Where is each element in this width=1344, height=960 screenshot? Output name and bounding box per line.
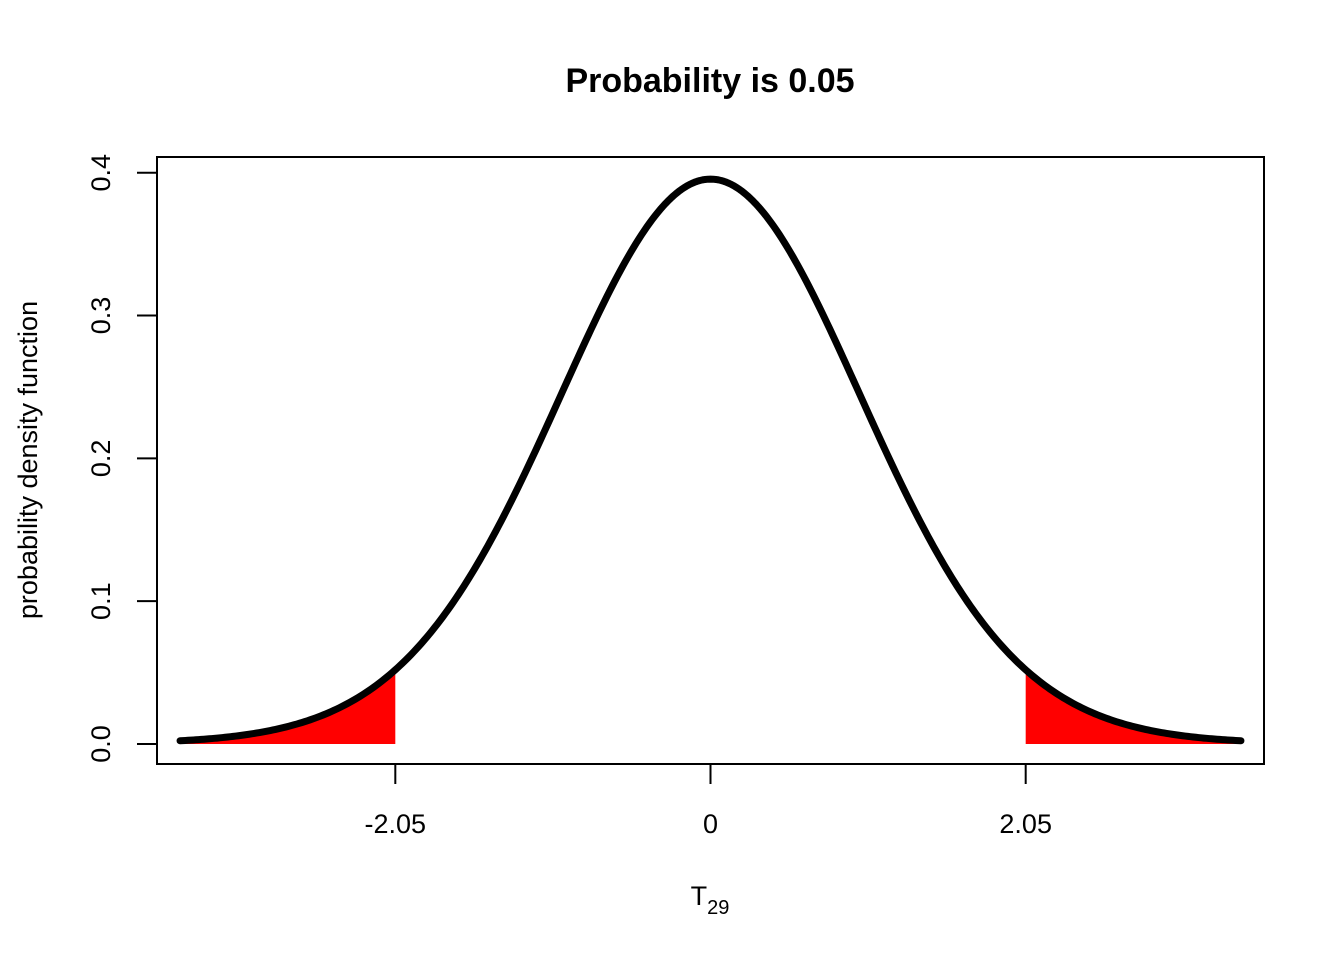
- y-tick-label: 0.1: [86, 582, 116, 620]
- y-tick-label: 0.0: [86, 725, 116, 763]
- y-axis: 0.0 0.1 0.2 0.3 0.4: [86, 154, 158, 763]
- shaded-region-left: [180, 669, 396, 744]
- y-tick-label: 0.2: [86, 440, 116, 478]
- y-axis-label: probability density function: [13, 301, 43, 619]
- x-tick-label: 2.05: [999, 809, 1052, 839]
- shaded-region-right: [1025, 669, 1241, 744]
- y-tick-label: 0.3: [86, 297, 116, 335]
- x-axis-label-subscript: 29: [707, 897, 729, 919]
- chart-title: Probability is 0.05: [565, 62, 854, 100]
- plot-frame: [156, 156, 1265, 765]
- y-tick-label: 0.4: [86, 154, 116, 192]
- density-curve: [176, 175, 1245, 745]
- x-axis: -2.05 0 2.05: [365, 763, 1052, 839]
- shaded-tail-regions: [180, 669, 1241, 744]
- x-axis-label-main: T: [691, 881, 708, 911]
- density-curve-layer: [176, 175, 1245, 745]
- x-tick-label: 0: [703, 809, 718, 839]
- x-tick-label: -2.05: [365, 809, 427, 839]
- x-axis-label: T29: [691, 881, 730, 919]
